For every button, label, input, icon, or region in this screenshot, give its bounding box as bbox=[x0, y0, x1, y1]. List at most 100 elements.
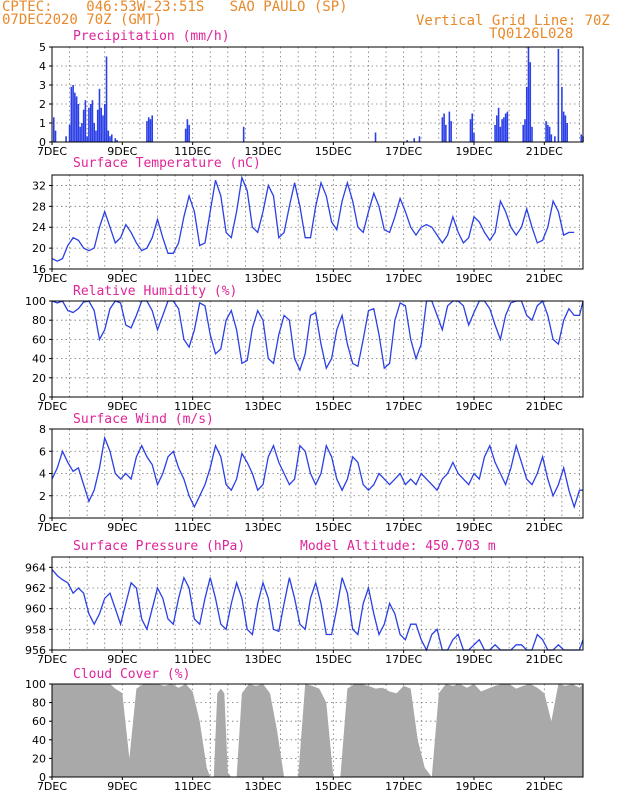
precip-bar bbox=[566, 123, 568, 142]
y-tick-label: 0 bbox=[39, 136, 46, 149]
y-tick-label: 2 bbox=[39, 98, 46, 111]
precip-bar bbox=[525, 86, 528, 142]
x-tick-label: 21DEC bbox=[526, 780, 563, 793]
x-tick-label: 15DEC bbox=[315, 145, 352, 158]
precip-bar bbox=[147, 117, 150, 142]
x-tick-label: 7DEC bbox=[37, 780, 67, 793]
y-tick-label: 80 bbox=[32, 697, 46, 710]
precip-bar bbox=[52, 117, 55, 142]
x-tick-label: 7DEC bbox=[37, 272, 67, 285]
precip-bar bbox=[529, 62, 532, 143]
x-tick-label: 17DEC bbox=[385, 521, 422, 534]
vertical-grid-note: Vertical Grid Line: 70Z bbox=[416, 13, 610, 29]
precip-bar bbox=[494, 124, 496, 142]
x-tick-label: 15DEC bbox=[315, 521, 352, 534]
precip-bar bbox=[149, 119, 152, 142]
x-tick-label: 15DEC bbox=[315, 780, 352, 793]
cloud-area bbox=[52, 684, 583, 777]
panel-frame bbox=[51, 556, 584, 651]
precip-bar bbox=[98, 88, 101, 142]
x-tick-label: 19DEC bbox=[455, 653, 492, 666]
x-tick-label: 11DEC bbox=[174, 653, 211, 666]
precip-bar bbox=[74, 92, 76, 142]
rh-title: Relative Humidity (%) bbox=[73, 284, 238, 299]
precip-bar bbox=[75, 96, 78, 142]
y-tick-label: 100 bbox=[25, 678, 46, 691]
y-tick-label: 958 bbox=[25, 623, 46, 636]
precip-bar bbox=[497, 107, 500, 142]
precip-bar bbox=[54, 130, 57, 142]
y-tick-label: 4 bbox=[39, 60, 46, 73]
precip-bar bbox=[469, 119, 472, 142]
precip-bar bbox=[105, 56, 108, 142]
precip-bar bbox=[496, 115, 498, 142]
precip-bar bbox=[443, 113, 445, 142]
precip-bar bbox=[81, 123, 83, 142]
x-tick-label: 17DEC bbox=[385, 272, 422, 285]
precip-bar bbox=[91, 100, 94, 142]
x-tick-label: 11DEC bbox=[174, 521, 211, 534]
y-tick-label: 4 bbox=[39, 468, 46, 481]
precip-bar bbox=[151, 115, 154, 142]
precip-bar bbox=[88, 107, 90, 142]
precip-bar bbox=[374, 132, 377, 142]
y-tick-label: 80 bbox=[32, 314, 46, 327]
precip-bar bbox=[84, 100, 87, 142]
y-tick-label: 16 bbox=[32, 263, 46, 276]
y-tick-label: 2 bbox=[39, 490, 46, 503]
y-tick-label: 24 bbox=[32, 221, 46, 234]
y-tick-label: 40 bbox=[32, 734, 46, 747]
y-tick-label: 8 bbox=[39, 423, 46, 436]
x-tick-label: 9DEC bbox=[107, 521, 137, 534]
precip-bar bbox=[406, 140, 408, 142]
x-tick-label: 9DEC bbox=[107, 653, 137, 666]
precip-bar bbox=[506, 111, 509, 142]
x-tick-label: 7DEC bbox=[37, 145, 67, 158]
x-tick-label: 15DEC bbox=[315, 653, 352, 666]
wind-series-line bbox=[51, 435, 583, 510]
x-tick-label: 21DEC bbox=[526, 272, 563, 285]
precip-bar bbox=[550, 134, 553, 142]
precip-bar bbox=[413, 138, 415, 142]
x-tick-label: 19DEC bbox=[455, 145, 492, 158]
precip-bar bbox=[522, 124, 525, 142]
x-tick-label: 19DEC bbox=[455, 272, 492, 285]
x-tick-label: 13DEC bbox=[244, 653, 281, 666]
wind-title: Surface Wind (m/s) bbox=[73, 412, 214, 427]
precip-bar bbox=[545, 121, 547, 142]
precip-bar bbox=[242, 126, 245, 142]
x-tick-label: 17DEC bbox=[385, 145, 422, 158]
rh-series-line bbox=[51, 299, 584, 372]
x-tick-label: 21DEC bbox=[526, 653, 563, 666]
precip-bar bbox=[503, 117, 505, 142]
y-tick-label: 3 bbox=[39, 79, 46, 92]
x-tick-label: 19DEC bbox=[455, 400, 492, 413]
precip-bar bbox=[109, 136, 111, 142]
y-tick-label: 0 bbox=[39, 512, 46, 525]
pressure-title: Surface Pressure (hPa) bbox=[73, 539, 246, 554]
precip-bar bbox=[102, 115, 104, 142]
y-tick-label: 60 bbox=[32, 333, 46, 346]
x-tick-label: 13DEC bbox=[244, 272, 281, 285]
y-tick-label: 0 bbox=[39, 391, 46, 404]
x-tick-label: 9DEC bbox=[107, 400, 137, 413]
temp-series-line bbox=[51, 175, 575, 262]
x-tick-label: 15DEC bbox=[315, 272, 352, 285]
precip-bar bbox=[89, 104, 92, 142]
precip-bar bbox=[72, 85, 74, 142]
x-tick-label: 7DEC bbox=[37, 400, 67, 413]
x-tick-label: 9DEC bbox=[107, 780, 137, 793]
cloud-title: Cloud Cover (%) bbox=[73, 667, 191, 682]
precip-bar bbox=[531, 126, 533, 142]
precip-bar bbox=[418, 136, 421, 142]
precip-bar bbox=[107, 130, 110, 142]
precip-bar bbox=[110, 134, 113, 142]
station-header: CPTEC: 046:53W-23:51S SAO PAULO (SP) bbox=[2, 0, 348, 15]
pressure-series-line bbox=[51, 568, 584, 652]
y-tick-label: 1 bbox=[39, 117, 46, 130]
x-tick-label: 7DEC bbox=[37, 521, 67, 534]
y-tick-label: 6 bbox=[39, 445, 46, 458]
precip-bar bbox=[562, 111, 565, 142]
precip-bar bbox=[557, 48, 560, 142]
